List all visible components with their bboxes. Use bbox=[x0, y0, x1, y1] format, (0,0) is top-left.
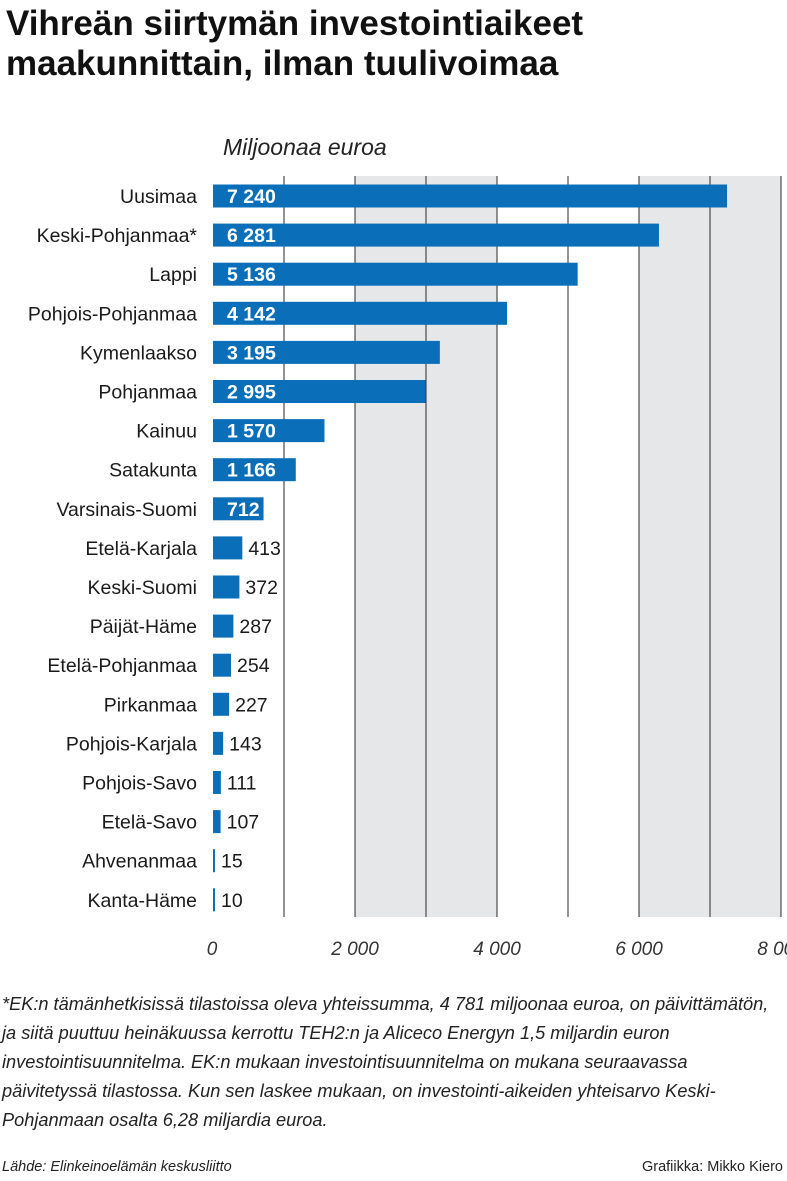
category-label: Satakunta bbox=[109, 460, 197, 482]
category-label: Uusimaa bbox=[120, 186, 197, 208]
bar bbox=[213, 614, 234, 638]
category-label: Pohjois-Pohjanmaa bbox=[28, 303, 197, 325]
category-label: Pohjois-Savo bbox=[82, 773, 197, 795]
value-label: 15 bbox=[221, 851, 243, 873]
category-label: Kymenlaakso bbox=[80, 342, 197, 364]
value-label: 111 bbox=[227, 773, 257, 795]
source-text: Lähde: Elinkeinoelämän keskusliitto bbox=[2, 1159, 232, 1175]
value-label: 254 bbox=[237, 655, 270, 677]
category-label: Pohjanmaa bbox=[98, 382, 197, 404]
value-label: 372 bbox=[245, 577, 278, 599]
category-label: Pohjois-Karjala bbox=[66, 733, 197, 755]
value-label: 6 281 bbox=[227, 225, 276, 247]
category-label: Päijät-Häme bbox=[90, 616, 197, 638]
credit-text: Grafiikka: Mikko Kiero bbox=[641, 1159, 783, 1175]
chart-title: Vihreän siirtymän investointiaikeet maak… bbox=[6, 4, 584, 83]
value-label: 287 bbox=[239, 616, 272, 638]
category-label: Keski-Pohjanmaa* bbox=[37, 225, 198, 247]
value-label: 4 142 bbox=[227, 303, 276, 325]
value-label: 413 bbox=[248, 538, 281, 560]
bar-chart: 0 2 000 4 000 6 000 8 000 Uusimaa 7 240 Keski-P… bbox=[28, 176, 787, 960]
x-tick-label: 4 000 bbox=[473, 939, 521, 960]
category-label: Etelä-Pohjanmaa bbox=[47, 655, 197, 677]
unit-label: Miljoonaa euroa bbox=[223, 134, 387, 160]
bar bbox=[213, 497, 264, 521]
bar bbox=[213, 731, 224, 755]
bar bbox=[213, 771, 221, 794]
value-label: 712 bbox=[227, 499, 260, 521]
bar bbox=[213, 575, 240, 599]
value-label: 143 bbox=[229, 733, 262, 755]
bar bbox=[213, 458, 296, 482]
category-label: Kanta-Häme bbox=[88, 890, 197, 912]
bar bbox=[213, 888, 215, 912]
bar bbox=[213, 184, 728, 208]
value-label: 107 bbox=[227, 812, 260, 834]
bar bbox=[213, 810, 221, 834]
bar bbox=[213, 419, 325, 443]
bar bbox=[213, 340, 440, 364]
bar bbox=[213, 653, 232, 677]
x-tick-label: 0 bbox=[207, 939, 218, 960]
x-tick-label: 2 000 bbox=[330, 939, 379, 960]
category-label: Etelä-Karjala bbox=[85, 538, 197, 560]
value-label: 2 995 bbox=[227, 382, 276, 404]
category-label: Etelä-Savo bbox=[102, 812, 198, 834]
value-label: 227 bbox=[235, 694, 268, 716]
x-tick-label: 6 000 bbox=[615, 939, 663, 960]
value-label: 1 166 bbox=[227, 460, 276, 482]
footnote: *EK:n tämänhetkisissä tilastoissa oleva … bbox=[2, 994, 769, 1130]
bar bbox=[213, 380, 426, 403]
category-label: Keski-Suomi bbox=[88, 577, 197, 599]
bar bbox=[213, 223, 659, 247]
category-label: Ahvenanmaa bbox=[82, 851, 197, 873]
bar bbox=[213, 262, 578, 286]
bar bbox=[213, 536, 243, 560]
value-label: 1 570 bbox=[227, 421, 276, 443]
x-tick-label: 8 000 bbox=[757, 939, 787, 960]
bar bbox=[213, 849, 215, 873]
category-label: Lappi bbox=[149, 264, 197, 286]
category-label: Varsinais-Suomi bbox=[56, 499, 197, 521]
value-label: 10 bbox=[221, 890, 243, 912]
category-label: Kainuu bbox=[136, 421, 197, 443]
value-label: 7 240 bbox=[227, 186, 276, 208]
value-label: 5 136 bbox=[227, 264, 276, 286]
category-label: Pirkanmaa bbox=[104, 694, 197, 716]
value-label: 3 195 bbox=[227, 342, 276, 364]
bar bbox=[213, 301, 508, 325]
bar bbox=[213, 692, 230, 716]
